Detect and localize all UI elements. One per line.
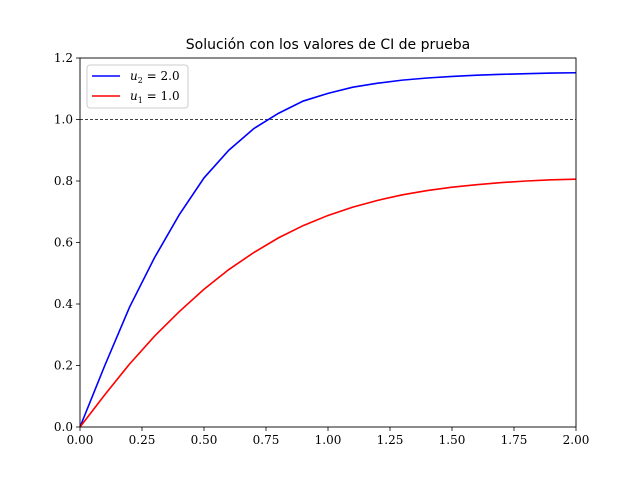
x-tick-label: 1.00 (315, 433, 342, 447)
x-tick-label: 2.00 (563, 433, 590, 447)
x-tick-label: 0.50 (191, 433, 218, 447)
legend: u2 = 2.0 u1 = 1.0 (86, 64, 189, 109)
y-tick-label: 0.2 (54, 359, 73, 373)
chart-title: Solución con los valores de CI de prueba (186, 37, 470, 53)
x-tick-label: 0.25 (129, 433, 156, 447)
y-tick-label: 1.2 (54, 51, 73, 65)
series-line-1 (79, 71, 577, 428)
x-tick-label: 0.75 (253, 433, 280, 447)
legend-label-2: u1 = 1.0 (130, 89, 180, 105)
y-axis: 0.0 0.2 0.4 0.6 0.8 1.0 1.2 (54, 51, 80, 434)
y-tick-label: 0.0 (54, 420, 73, 434)
plot-area (79, 57, 577, 428)
x-tick-label: 1.25 (377, 433, 404, 447)
legend-label-1: u2 = 2.0 (130, 69, 180, 85)
y-tick-label: 0.4 (54, 297, 73, 311)
y-tick-label: 0.8 (54, 174, 73, 188)
x-tick-label: 0.00 (67, 433, 94, 447)
series-line-2 (79, 178, 577, 428)
x-tick-label: 1.50 (439, 433, 466, 447)
x-axis: 0.00 0.25 0.50 0.75 1.00 1.25 1.50 1.75 2.00 (67, 427, 590, 447)
x-tick-label: 1.75 (501, 433, 528, 447)
y-tick-label: 0.6 (54, 236, 73, 250)
y-tick-label: 1.0 (54, 113, 73, 127)
axes-frame (79, 57, 577, 428)
